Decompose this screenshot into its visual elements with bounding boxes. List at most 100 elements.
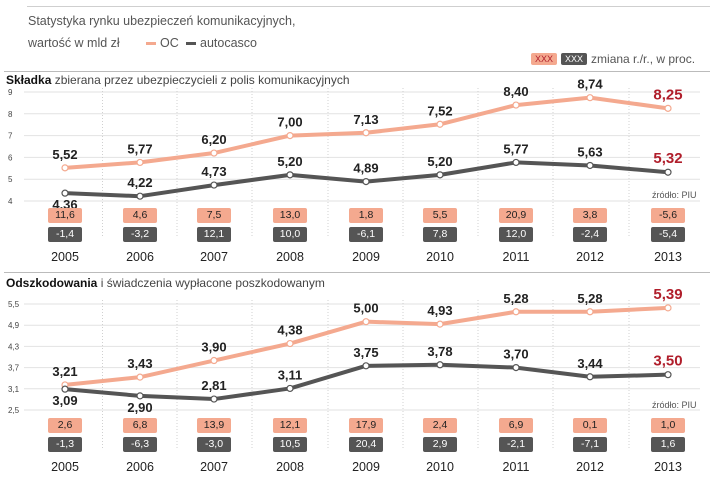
year-label: 2012 — [576, 460, 604, 474]
chart1-series-ac-point — [436, 171, 444, 179]
change-box-ac: -5,4 — [651, 227, 685, 242]
chart1-series-oc-point — [61, 164, 69, 172]
change-box-oc: 1,0 — [651, 418, 685, 433]
chart1-series-oc-point — [664, 104, 672, 112]
year-label: 2009 — [352, 460, 380, 474]
chart1-series-oc-point — [136, 158, 144, 167]
section1-title-rest: zbierana przez ubezpieczycieli z polis k… — [51, 73, 350, 87]
chart1-series-ac-point — [136, 192, 144, 200]
chart2-ac-data-label: 2,90 — [127, 400, 152, 415]
change-box-ac: -2,1 — [499, 437, 533, 452]
year-label: 2008 — [276, 250, 304, 264]
change-box-oc: 7,5 — [197, 208, 231, 223]
change-box-oc: 13,9 — [197, 418, 231, 433]
chart2-series-ac-point — [210, 395, 218, 403]
chart2-series-ac-point — [286, 384, 294, 393]
legend-oc-swatch — [146, 41, 156, 45]
chart1-oc-data-label: 8,40 — [503, 84, 528, 99]
chart1-ytick-label: 7 — [8, 132, 13, 141]
change-box-ac: 10,5 — [273, 437, 307, 452]
chart1-oc-data-label: 7,00 — [277, 115, 302, 130]
chart2-series-oc-point — [586, 308, 594, 316]
chart1-series-oc-point — [362, 129, 370, 137]
chart1-series-oc-point — [210, 149, 218, 157]
section2-rule — [4, 272, 710, 273]
chart1-series-ac-point — [512, 158, 520, 167]
chart2-source: źródło: PIU — [652, 400, 697, 410]
chart1-ac-data-label: 4,73 — [201, 164, 226, 179]
change-box-ac: 2,9 — [423, 437, 457, 452]
chart1-series-ac-point — [61, 189, 69, 197]
chart2-ytick-label: 4,9 — [8, 321, 20, 330]
year-label: 2011 — [502, 250, 530, 264]
change-box-oc: 5,5 — [423, 208, 457, 223]
section2-title-bold: Odszkodowania — [6, 276, 98, 290]
year-label: 2013 — [654, 250, 682, 264]
year-label: 2006 — [126, 250, 154, 264]
chart1-series-ac-point — [664, 168, 672, 176]
change-box-ac: 20,4 — [349, 437, 383, 452]
change-box-ac: 12,1 — [197, 227, 231, 242]
chart-title-line2: wartość w mld zł — [28, 36, 120, 50]
chart2-ac-data-label: 3,78 — [427, 344, 452, 359]
change-badge-ac: XXX — [561, 53, 588, 65]
change-box-oc: 2,4 — [423, 418, 457, 433]
chart1-series-ac-point — [286, 171, 294, 179]
change-box-oc: 0,1 — [573, 418, 607, 433]
change-box-oc: 13,0 — [273, 208, 307, 223]
chart2-oc-data-label: 4,93 — [427, 303, 452, 318]
chart1-ytick-label: 6 — [8, 153, 13, 162]
chart1-series-ac-point — [210, 181, 218, 189]
legend-ac-swatch — [186, 41, 196, 45]
chart2-series-ac-point — [512, 364, 520, 372]
chart2-ac-data-label: 3,11 — [278, 367, 303, 382]
change-legend-label: zmiana r./r., w proc. — [591, 52, 696, 66]
year-label: 2007 — [200, 460, 228, 474]
chart1-ac-data-label: 4,89 — [353, 161, 378, 176]
legend-oc: OC — [146, 36, 179, 50]
chart1-ytick-label: 5 — [8, 175, 13, 184]
chart2-series-oc-point — [286, 339, 294, 348]
year-label: 2013 — [654, 460, 682, 474]
chart1-ac-data-label: 5,20 — [427, 154, 452, 169]
change-box-oc: 1,8 — [349, 208, 383, 223]
change-box-ac: -6,3 — [123, 437, 157, 452]
chart1-ytick-label: 8 — [8, 110, 13, 119]
chart1-oc-data-label: 6,20 — [201, 132, 226, 147]
chart2-oc-data-label: 5,39 — [653, 286, 682, 303]
year-label: 2006 — [126, 460, 154, 474]
chart2-series-oc-point — [436, 320, 444, 328]
section1-title-bold: Składka — [6, 73, 52, 87]
chart2-ytick-label: 3,1 — [8, 385, 20, 394]
change-box-ac: 7,8 — [423, 227, 457, 242]
chart2-series-oc-point — [210, 356, 218, 365]
legend-ac: autocasco — [186, 36, 257, 50]
section2-title: Odszkodowania i świadczenia wypłacone po… — [6, 276, 325, 290]
chart1-ytick-label: 4 — [8, 197, 13, 206]
chart1-series-ac-point — [362, 177, 370, 186]
change-box-ac: -1,4 — [48, 227, 82, 242]
chart2-series-oc-point — [512, 308, 520, 316]
section1-title: Składka zbierana przez ubezpieczycieli z… — [6, 73, 350, 87]
chart1-oc-data-label: 5,52 — [52, 147, 77, 162]
chart1-series-oc-point — [512, 101, 520, 109]
chart2-oc-data-label: 3,43 — [127, 356, 152, 371]
year-label: 2010 — [426, 460, 454, 474]
chart2-series-ac-point — [436, 361, 444, 369]
chart1-source: źródło: PIU — [652, 190, 697, 200]
top-rule — [27, 6, 710, 7]
chart2-series-ac-point — [136, 392, 144, 400]
chart2-oc-data-label: 5,28 — [503, 291, 528, 306]
chart1-ac-data-label: 5,63 — [577, 144, 602, 159]
chart2-ac-data-label: 3,75 — [353, 345, 378, 360]
change-box-ac: -3,0 — [197, 437, 231, 452]
chart2-series-ac-point — [61, 385, 69, 393]
year-label: 2005 — [51, 250, 79, 264]
year-label: 2007 — [200, 250, 228, 264]
chart1-series-oc-point — [436, 120, 444, 128]
change-box-ac: -1,3 — [48, 437, 82, 452]
chart2-ytick-label: 3,7 — [8, 364, 20, 373]
chart2-ac-data-label: 2,81 — [201, 378, 226, 393]
chart1-ac-data-label: 5,20 — [277, 154, 302, 169]
chart2-ac-data-label: 3,70 — [503, 347, 528, 362]
